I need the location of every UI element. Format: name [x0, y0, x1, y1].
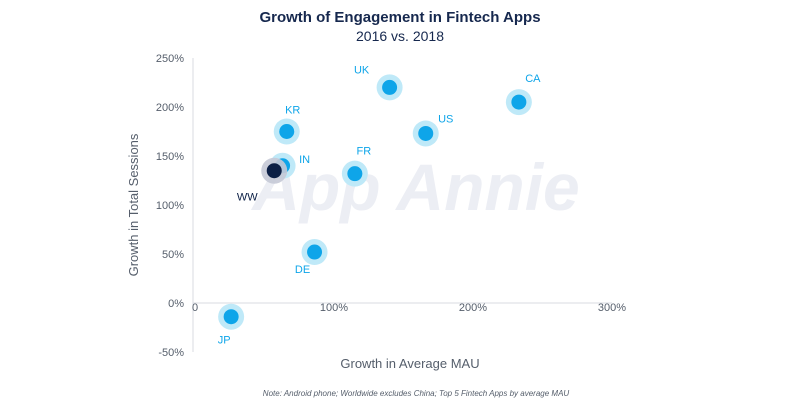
point-marker — [382, 79, 398, 95]
point-de: DE — [295, 239, 328, 276]
point-label: JP — [218, 335, 231, 347]
point-label: US — [438, 113, 453, 125]
x-axis-label: Growth in Average MAU — [340, 356, 479, 371]
footnote: Note: Android phone; Worldwide excludes … — [263, 389, 570, 398]
x-tick-label: 0 — [192, 302, 198, 314]
point-label: IN — [299, 154, 310, 166]
point-marker — [266, 163, 282, 179]
y-tick-label: 250% — [156, 53, 184, 65]
point-jp: JP — [218, 303, 245, 347]
y-tick-label: 50% — [162, 249, 184, 261]
point-marker — [511, 94, 527, 110]
point-ca: CA — [505, 73, 541, 116]
y-axis-label: Growth in Total Sessions — [126, 133, 141, 276]
point-marker — [418, 125, 434, 141]
chart-title: Growth of Engagement in Fintech Apps — [259, 9, 540, 26]
point-us: US — [412, 113, 453, 147]
point-marker — [223, 309, 239, 325]
point-uk: UK — [354, 64, 403, 101]
data-points: UK CA KR US IN FR WW DE JP — [218, 64, 541, 346]
point-label: WW — [237, 192, 258, 204]
x-tick-label: 100% — [320, 302, 348, 314]
y-tick-label: 150% — [156, 151, 184, 163]
x-tick-label: 300% — [598, 302, 626, 314]
y-tick-label: 100% — [156, 200, 184, 212]
point-marker — [307, 244, 323, 260]
chart-subtitle: 2016 vs. 2018 — [356, 28, 444, 44]
x-tick-label: 200% — [459, 302, 487, 314]
watermark: App Annie — [250, 150, 580, 224]
point-marker — [347, 166, 363, 182]
point-label: UK — [354, 64, 370, 76]
point-marker — [279, 124, 295, 139]
y-tick-labels: 250% 200% 150% 100% 50% 0% -50% — [156, 53, 184, 359]
x-tick-labels: 0 100% 200% 300% — [192, 302, 626, 314]
y-tick-label: 0% — [168, 298, 184, 310]
point-label: DE — [295, 264, 310, 276]
y-tick-label: 200% — [156, 102, 184, 114]
point-ww: WW — [237, 157, 288, 204]
point-kr: KR — [273, 105, 300, 145]
point-label: CA — [525, 73, 541, 85]
y-tick-label: -50% — [158, 347, 184, 359]
point-fr: FR — [341, 146, 372, 187]
point-label: FR — [357, 146, 372, 158]
point-label: KR — [285, 105, 300, 117]
